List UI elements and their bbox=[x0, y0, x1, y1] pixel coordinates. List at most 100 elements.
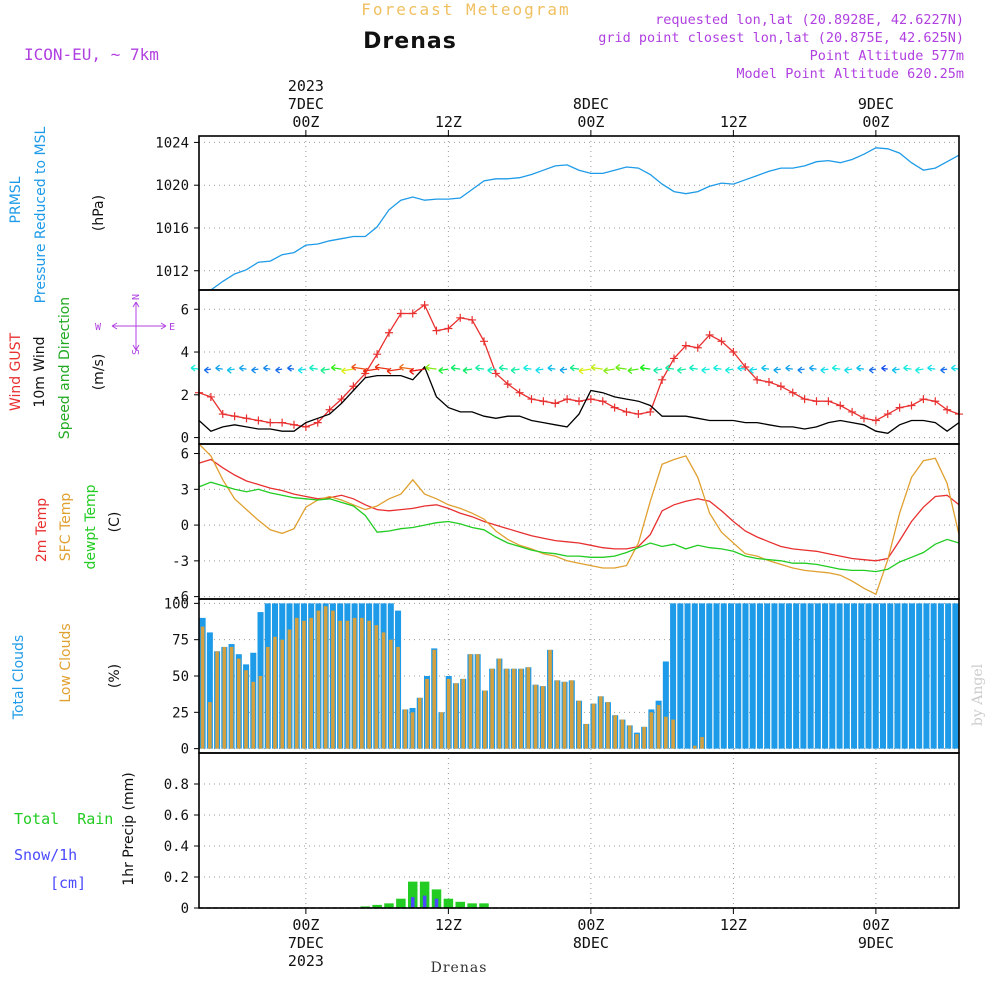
temp-labels: 2m Temp SFC Temp dewpt Temp (C) bbox=[34, 484, 123, 569]
bar-total-clouds bbox=[771, 603, 778, 749]
gust-marker bbox=[658, 375, 667, 384]
wind-direction-arrow bbox=[451, 367, 461, 370]
wind-arrow-head bbox=[725, 366, 730, 374]
gust-marker bbox=[551, 399, 560, 408]
gust-marker bbox=[385, 328, 393, 337]
bar-low-clouds bbox=[200, 626, 205, 749]
label-percent: (%) bbox=[107, 664, 123, 688]
label-1hr-precip: 1hr Precip (mm) bbox=[121, 772, 137, 885]
gust-marker bbox=[218, 410, 227, 419]
bottom-time-label: 12Z bbox=[720, 916, 747, 934]
gust-marker bbox=[539, 397, 548, 406]
bar-low-clouds bbox=[265, 646, 270, 749]
bar-total-clouds bbox=[887, 603, 894, 749]
bar-low-clouds bbox=[374, 625, 379, 749]
bar-low-clouds bbox=[439, 712, 444, 749]
wind-arrow-head bbox=[190, 364, 196, 372]
gust-marker bbox=[396, 309, 405, 318]
wind-direction-arrow bbox=[640, 367, 651, 370]
bar-low-clouds bbox=[577, 700, 581, 749]
wind-direction-arrow bbox=[425, 366, 437, 370]
point-altitude: Point Altitude 577m bbox=[810, 48, 964, 64]
bar-low-clouds bbox=[309, 617, 313, 749]
watermark: by Angel bbox=[970, 663, 986, 726]
gust-marker bbox=[527, 395, 536, 404]
wind-arrow-head bbox=[251, 366, 256, 374]
gust-marker bbox=[373, 350, 382, 359]
wind-arrow-head bbox=[386, 367, 392, 375]
wind-arrow-head bbox=[820, 366, 826, 374]
bar-low-clouds bbox=[692, 745, 697, 749]
y-tick-label: 0.8 bbox=[164, 777, 189, 793]
bar-total-clouds bbox=[756, 603, 763, 749]
gust-marker bbox=[230, 412, 239, 421]
gust-marker bbox=[503, 380, 512, 389]
bar-low-clouds bbox=[620, 719, 625, 749]
bar-low-clouds bbox=[367, 620, 371, 749]
gust-marker bbox=[848, 407, 857, 416]
wind-direction-arrow bbox=[487, 368, 496, 371]
bar-rain bbox=[396, 898, 406, 908]
wind-direction-arrow bbox=[665, 367, 675, 370]
wind-arrow-head bbox=[297, 366, 303, 374]
wind-arrow-head bbox=[226, 366, 232, 374]
compass-s: S bbox=[131, 349, 142, 355]
bar-low-clouds bbox=[671, 719, 675, 749]
bar-low-clouds bbox=[403, 709, 408, 749]
bar-total-clouds bbox=[706, 603, 713, 749]
bottom-time-label: 2023 bbox=[288, 952, 324, 970]
series-prmsl bbox=[199, 147, 960, 291]
bar-total-clouds bbox=[793, 603, 800, 749]
wind-arrow-head bbox=[785, 364, 791, 372]
label-snow-unit: [cm] bbox=[50, 874, 86, 892]
panel-frame bbox=[198, 443, 960, 600]
compass-w: W bbox=[95, 322, 102, 333]
bar-total-clouds bbox=[778, 603, 785, 749]
top-time-label: 8DEC bbox=[573, 95, 609, 113]
requested-coords: requested lon,lat (20.8928E, 42.6227N) bbox=[655, 12, 964, 28]
wind-arrow-head bbox=[399, 363, 404, 371]
gust-marker bbox=[836, 401, 845, 410]
bar-low-clouds bbox=[222, 646, 227, 749]
wind-direction-arrow bbox=[499, 367, 508, 370]
model-altitude: Model Point Altitude 620.25m bbox=[736, 66, 964, 82]
bar-low-clouds bbox=[215, 651, 219, 749]
wind-arrow-head bbox=[462, 366, 468, 374]
bar-total-clouds bbox=[879, 603, 887, 749]
wind-arrow-head bbox=[239, 364, 244, 372]
label-dewpt-temp: dewpt Temp bbox=[83, 484, 99, 569]
label-10m-wind: 10m Wind bbox=[32, 336, 48, 407]
panel-0: 1012 1016 1020 1024 bbox=[155, 135, 960, 291]
bar-low-clouds bbox=[649, 712, 654, 749]
bar-snow bbox=[410, 897, 415, 908]
wind-arrow-head bbox=[547, 364, 553, 372]
bar-rain bbox=[419, 881, 430, 908]
bar-low-clouds bbox=[396, 646, 400, 749]
wind-labels: Wind GUST 10m Wind Speed and Direction (… bbox=[8, 297, 107, 439]
wind-direction-arrow bbox=[689, 367, 698, 370]
bar-rain bbox=[455, 901, 465, 908]
bar-low-clouds bbox=[598, 696, 603, 749]
gust-marker bbox=[456, 313, 465, 322]
gust-marker bbox=[301, 422, 310, 431]
wind-arrow-head bbox=[737, 364, 743, 372]
gust-marker bbox=[515, 388, 524, 397]
wind-arrow-head bbox=[603, 367, 609, 375]
bar-low-clouds bbox=[700, 737, 704, 749]
bar-rain bbox=[384, 903, 394, 908]
gust-marker bbox=[480, 337, 488, 346]
wind-direction-arrow bbox=[331, 367, 342, 370]
y-tick-label: 0.6 bbox=[164, 808, 189, 824]
wind-arrow-head bbox=[773, 366, 779, 374]
bar-total-clouds bbox=[937, 603, 944, 749]
wind-arrow-head bbox=[425, 364, 430, 372]
bar-low-clouds bbox=[352, 617, 357, 749]
bar-total-clouds bbox=[858, 603, 865, 749]
wind-arrow-head bbox=[287, 364, 292, 372]
top-time-label: 9DEC bbox=[858, 95, 894, 113]
gust-marker bbox=[634, 410, 643, 419]
bar-total-clouds bbox=[684, 603, 691, 749]
y-tick-label: 0 bbox=[181, 901, 189, 917]
bottom-time-label: 00Z bbox=[862, 916, 889, 934]
pressure-labels: PRMSL Pressure Reduced to MSL (hPa) bbox=[8, 126, 107, 303]
